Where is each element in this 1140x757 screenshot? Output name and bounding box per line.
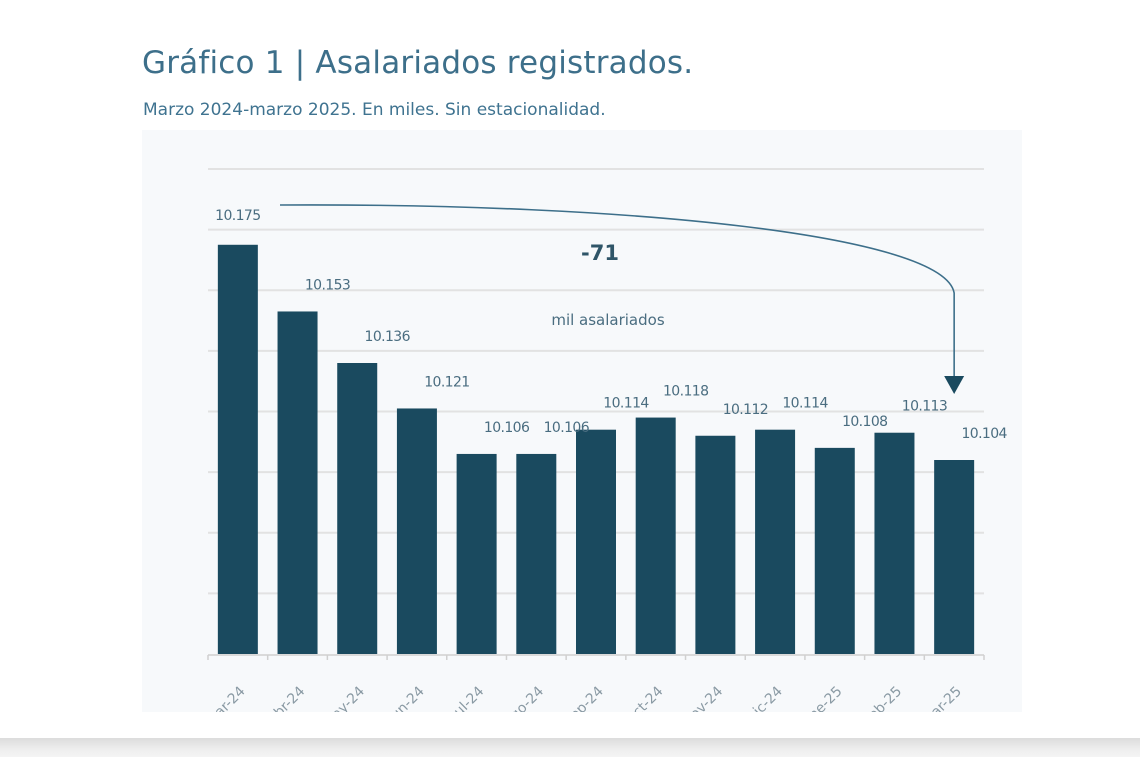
data-label: 10.136 — [365, 329, 411, 345]
x-tick-label: ov-24 — [687, 683, 726, 712]
x-tick-label: ay-24 — [329, 683, 368, 712]
change-arrow-line — [279, 204, 955, 380]
data-label: 10.153 — [305, 277, 350, 293]
x-tick-label: go-24 — [507, 683, 547, 712]
chart-title: Gráfico 1 | Asalariados registrados. — [142, 45, 694, 81]
chart-subtitle: Marzo 2024-marzo 2025. En miles. Sin est… — [143, 100, 606, 120]
bars — [217, 244, 975, 654]
bar — [934, 460, 975, 654]
data-label: 10.114 — [782, 396, 828, 412]
data-label: 10.108 — [842, 414, 887, 430]
bar — [217, 244, 258, 654]
bar — [695, 435, 736, 654]
page-bottom-shadow — [0, 738, 1140, 757]
x-tick-label: br-24 — [271, 683, 308, 712]
bar — [576, 429, 616, 654]
x-axis — [207, 654, 985, 660]
change-annotation: -71 mil asalariados — [279, 204, 965, 394]
x-tick-label: ul-24 — [451, 683, 488, 712]
x-tick-label: un-24 — [388, 683, 428, 712]
x-tick-label: ne-25 — [806, 684, 846, 712]
bar — [814, 447, 855, 654]
x-tick-label: ar-25 — [928, 684, 965, 712]
data-label: 10.106 — [484, 420, 530, 436]
data-label: 10.114 — [603, 396, 649, 412]
x-tick-label: ep-24 — [567, 683, 607, 712]
x-tick-label: ct-24 — [630, 683, 667, 712]
data-label: 10.175 — [215, 208, 260, 224]
data-label: 10.113 — [902, 399, 947, 415]
bar — [755, 429, 796, 654]
bar-chart: 10.175 10.153 10.136 10.121 10.106 10.106 10.1… — [207, 168, 1008, 712]
x-tick-label: ar-24 — [212, 683, 249, 712]
data-label: 10.104 — [961, 426, 1007, 442]
bar — [635, 417, 676, 654]
data-label: 10.121 — [424, 374, 469, 390]
bar — [337, 363, 378, 654]
bar — [516, 453, 557, 654]
bar — [874, 432, 915, 654]
data-label: 10.118 — [663, 384, 708, 400]
bar — [396, 408, 437, 654]
bar — [277, 311, 318, 654]
data-label: 10.112 — [723, 402, 768, 418]
data-labels: 10.175 10.153 10.136 10.121 10.106 10.106 10.1… — [215, 208, 1008, 442]
arrow-head-icon — [944, 376, 965, 394]
change-unit-label: mil asalariados — [551, 311, 664, 329]
x-tick-label: eb-25 — [865, 684, 905, 712]
x-tick-label: ic-24 — [750, 683, 786, 712]
bar — [456, 453, 497, 654]
x-tick-labels: ar-24 br-24 ay-24 un-24 ul-24 go-24 ep-24 ct-24… — [212, 683, 965, 712]
change-value-label: -71 — [581, 241, 619, 265]
chart-area: 10.175 10.153 10.136 10.121 10.106 10.106 10.1… — [142, 130, 1022, 712]
data-label: 10.106 — [544, 420, 590, 436]
